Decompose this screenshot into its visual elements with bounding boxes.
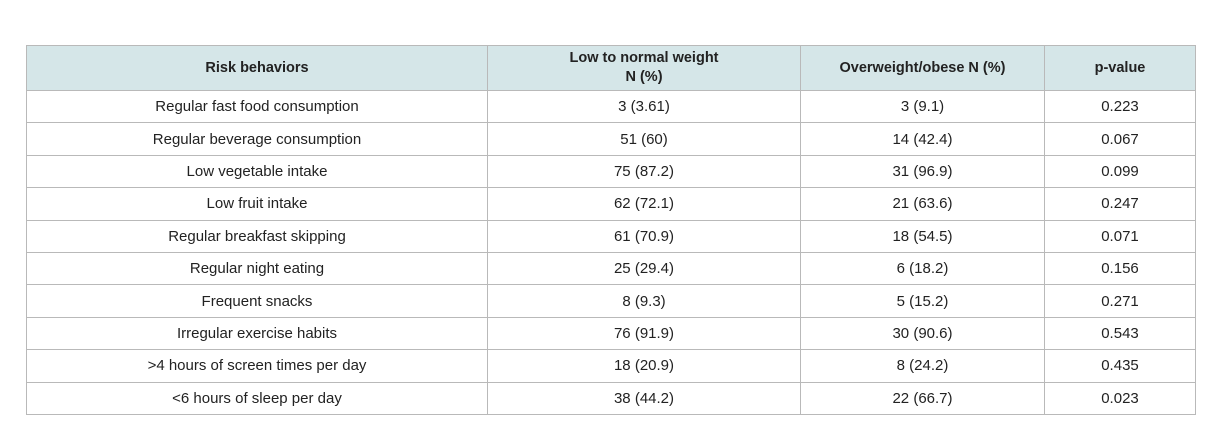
cell-p-value: 0.271 [1044,284,1196,318]
cell-p-value: 0.156 [1044,251,1196,286]
cell-behavior: <6 hours of sleep per day [26,381,488,415]
cell-behavior: Regular beverage consumption [26,122,488,156]
cell-low-normal: 51 (60) [487,122,801,156]
cell-overweight: 8 (24.2) [800,349,1045,383]
cell-behavior: Regular fast food consumption [26,89,488,124]
header-low-line1: Low to normal weight [569,50,719,66]
table-body: Regular fast food consumption 3 (3.61) 3… [26,89,1196,415]
cell-overweight: 21 (63.6) [800,187,1045,221]
header-low-line2: N (%) [625,69,663,85]
cell-overweight: 30 (90.6) [800,316,1045,351]
cell-overweight: 3 (9.1) [800,89,1045,124]
cell-low-normal: 61 (70.9) [487,219,801,253]
cell-p-value: 0.223 [1044,89,1196,124]
cell-low-normal: 38 (44.2) [487,381,801,415]
cell-behavior: Low vegetable intake [26,154,488,189]
table-row: Regular breakfast skipping 61 (70.9) 18 … [26,219,1196,253]
risk-behaviors-table-container: Risk behaviors Low to normal weight N (%… [26,45,1196,415]
cell-p-value: 0.247 [1044,187,1196,221]
cell-p-value: 0.543 [1044,316,1196,351]
table-row: <6 hours of sleep per day 38 (44.2) 22 (… [26,381,1196,415]
table-row: Regular night eating 25 (29.4) 6 (18.2) … [26,251,1196,286]
cell-overweight: 14 (42.4) [800,122,1045,156]
cell-behavior: >4 hours of screen times per day [26,349,488,383]
header-risk-behaviors: Risk behaviors [26,45,488,91]
header-p-value: p-value [1044,45,1196,91]
table-row: Low fruit intake 62 (72.1) 21 (63.6) 0.2… [26,187,1196,221]
cell-low-normal: 76 (91.9) [487,316,801,351]
cell-behavior: Frequent snacks [26,284,488,318]
table-row: >4 hours of screen times per day 18 (20.… [26,349,1196,383]
table-row: Low vegetable intake 75 (87.2) 31 (96.9)… [26,154,1196,189]
risk-behaviors-table: Risk behaviors Low to normal weight N (%… [26,45,1196,415]
cell-low-normal: 62 (72.1) [487,187,801,221]
cell-overweight: 31 (96.9) [800,154,1045,189]
cell-p-value: 0.023 [1044,381,1196,415]
table-row: Irregular exercise habits 76 (91.9) 30 (… [26,316,1196,351]
cell-overweight: 18 (54.5) [800,219,1045,253]
cell-behavior: Regular night eating [26,251,488,286]
table-header: Risk behaviors Low to normal weight N (%… [26,45,1196,91]
header-overweight-obese: Overweight/obese N (%) [800,45,1045,91]
cell-p-value: 0.067 [1044,122,1196,156]
cell-overweight: 6 (18.2) [800,251,1045,286]
header-low-to-normal-weight: Low to normal weight N (%) [487,45,801,91]
cell-overweight: 22 (66.7) [800,381,1045,415]
cell-behavior: Regular breakfast skipping [26,219,488,253]
table-row: Regular fast food consumption 3 (3.61) 3… [26,89,1196,124]
header-row: Risk behaviors Low to normal weight N (%… [26,45,1196,91]
cell-p-value: 0.071 [1044,219,1196,253]
cell-low-normal: 25 (29.4) [487,251,801,286]
table-row: Frequent snacks 8 (9.3) 5 (15.2) 0.271 [26,284,1196,318]
cell-p-value: 0.099 [1044,154,1196,189]
table-row: Regular beverage consumption 51 (60) 14 … [26,122,1196,156]
cell-overweight: 5 (15.2) [800,284,1045,318]
cell-low-normal: 8 (9.3) [487,284,801,318]
cell-behavior: Irregular exercise habits [26,316,488,351]
cell-low-normal: 3 (3.61) [487,89,801,124]
cell-p-value: 0.435 [1044,349,1196,383]
cell-behavior: Low fruit intake [26,187,488,221]
cell-low-normal: 18 (20.9) [487,349,801,383]
cell-low-normal: 75 (87.2) [487,154,801,189]
